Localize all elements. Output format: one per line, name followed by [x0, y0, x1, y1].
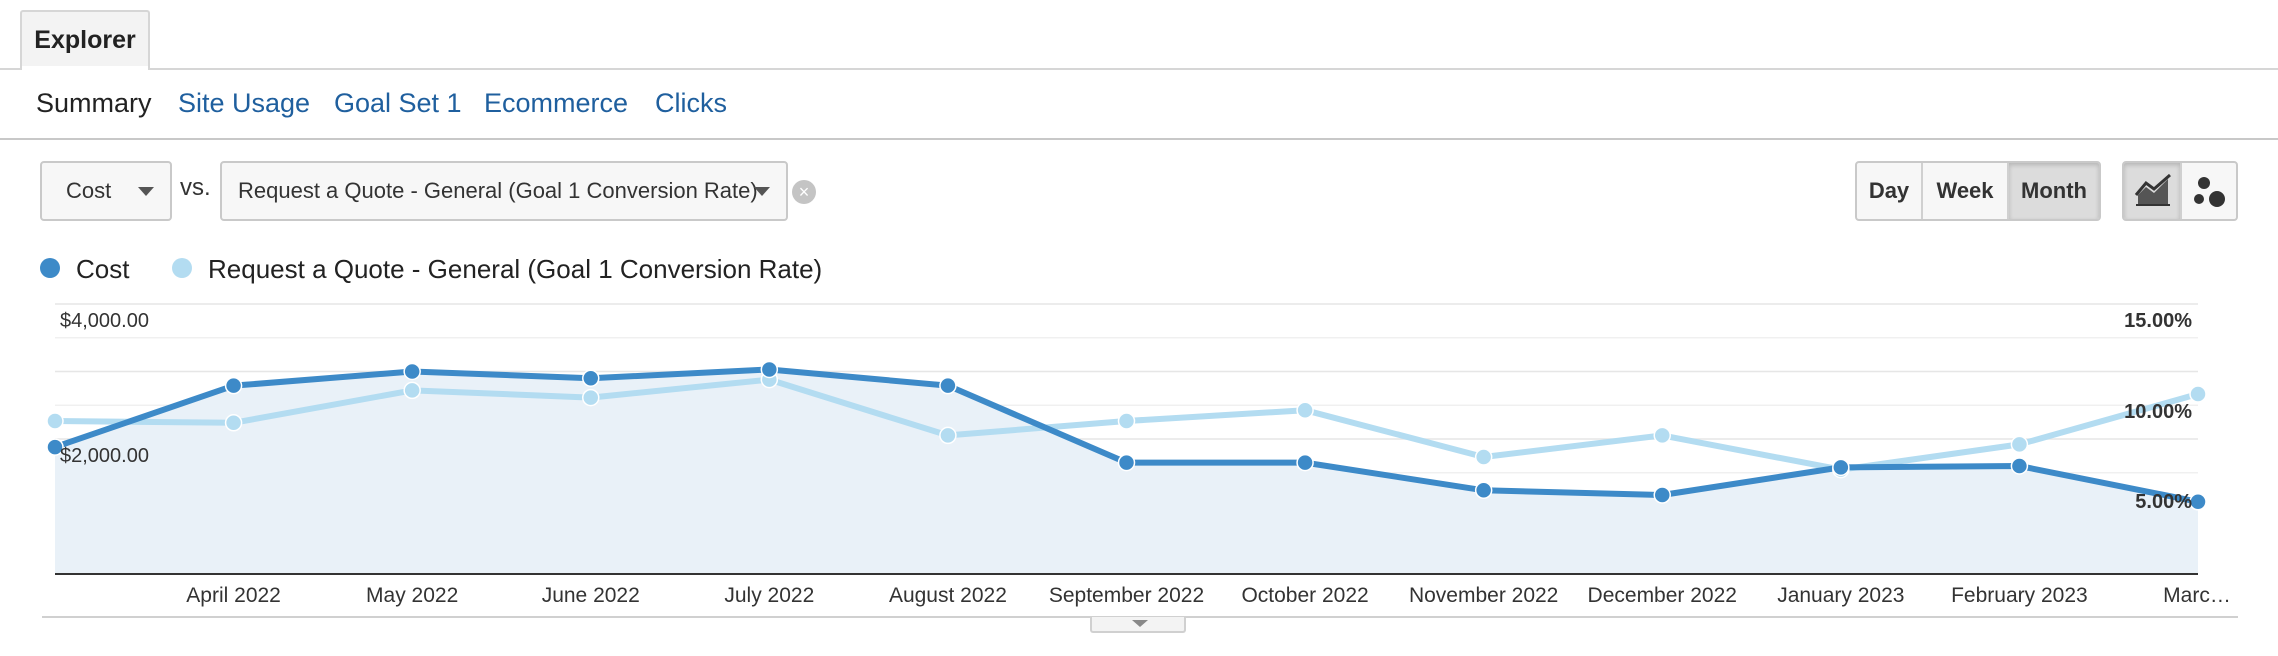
y-right-tick-label: 10.00% [2124, 401, 2192, 423]
data-point-conversion-rate [224, 414, 243, 432]
legend-cost-label[interactable]: Cost [76, 254, 130, 284]
data-point-conversion-rate [939, 426, 957, 445]
data-point-cost [224, 376, 243, 395]
x-tick-label: February 2023 [1951, 584, 2088, 607]
chevron-down-icon [754, 187, 770, 196]
x-tick-label: January 2023 [1777, 584, 1905, 607]
data-point-conversion-rate [46, 412, 64, 430]
subtab-ecommerce[interactable]: Ecommerce [484, 88, 629, 118]
data-point-cost [1117, 453, 1136, 472]
legend-conversion-label[interactable]: Request a Quote - General (Goal 1 Conver… [208, 254, 823, 284]
x-tick-label: December 2022 [1587, 584, 1737, 607]
close-circle-icon[interactable]: × [792, 180, 816, 204]
data-point-conversion-rate [1474, 448, 1493, 466]
data-point-conversion-rate [1117, 412, 1136, 430]
data-point-cost [760, 360, 779, 379]
chevron-down-icon [138, 187, 154, 196]
motion-chart-icon [2194, 177, 2225, 207]
data-point-cost [1653, 486, 1671, 504]
data-point-conversion-rate [1296, 401, 1314, 419]
x-tick-label: July 2022 [724, 584, 815, 607]
x-tick-label: Marc… [2163, 584, 2231, 607]
tab-bar: Explorer [0, 0, 2278, 70]
month-button[interactable]: Month [2009, 163, 2099, 219]
x-tick-label: June 2022 [541, 584, 640, 607]
line-chart-icon [2134, 173, 2171, 206]
metric1-value: Cost [66, 178, 112, 203]
x-tick-label: May 2022 [366, 584, 459, 607]
tab-explorer[interactable]: Explorer [20, 10, 150, 68]
subtab-summary[interactable]: Summary [36, 88, 152, 118]
legend-conversion-dot [172, 258, 192, 278]
vs-label: vs. [180, 174, 211, 201]
data-point-conversion-rate [403, 381, 421, 400]
data-point-cost [1832, 458, 1850, 477]
data-point-cost [582, 369, 600, 387]
x-tick-label: August 2022 [888, 584, 1007, 607]
report-subtabs: Summary Site Usage Goal Set 1 Ecommerce … [0, 70, 2278, 140]
legend-cost-dot [40, 258, 60, 278]
x-tick-label: November 2022 [1408, 584, 1559, 607]
cost-area [55, 369, 2198, 574]
y-left-tick-label: $2,000.00 [60, 445, 149, 467]
week-button[interactable]: Week [1923, 163, 2009, 219]
metric2-value: Request a Quote - General (Goal 1 Conver… [238, 178, 758, 203]
y-right-tick-label: 5.00% [2135, 491, 2192, 513]
data-point-conversion-rate [1653, 426, 1671, 445]
data-point-cost [2189, 493, 2207, 511]
data-point-conversion-rate [2189, 385, 2207, 403]
subtab-site-usage[interactable]: Site Usage [178, 88, 311, 118]
day-button[interactable]: Day [1857, 163, 1923, 219]
x-tick-label: April 2022 [186, 584, 281, 607]
data-point-cost [1474, 481, 1493, 500]
data-point-cost [939, 376, 957, 395]
subtab-clicks[interactable]: Clicks [655, 88, 727, 118]
x-tick-label: October 2022 [1241, 584, 1369, 607]
data-point-cost [2010, 457, 2029, 475]
line-chart-button[interactable] [2124, 163, 2182, 219]
chevron-down-icon [1132, 620, 1148, 627]
metric2-select[interactable]: Request a Quote - General (Goal 1 Conver… [220, 161, 788, 221]
chart-type-group [2122, 161, 2238, 221]
y-left-tick-label: $4,000.00 [60, 310, 149, 332]
expand-chart-button[interactable] [1090, 617, 1186, 633]
data-point-cost [1296, 453, 1314, 472]
metric1-select[interactable]: Cost [40, 161, 172, 221]
data-point-conversion-rate [2010, 435, 2029, 454]
data-point-conversion-rate [582, 388, 600, 407]
data-point-cost [46, 438, 64, 456]
data-point-cost [403, 362, 421, 381]
tab-underline-cover [22, 66, 148, 70]
subtab-goal-set-1[interactable]: Goal Set 1 [334, 88, 462, 118]
granularity-group: Day Week Month [1855, 161, 2101, 221]
motion-chart-button[interactable] [2182, 163, 2236, 219]
y-right-tick-label: 15.00% [2124, 310, 2192, 332]
x-tick-label: September 2022 [1048, 584, 1205, 607]
